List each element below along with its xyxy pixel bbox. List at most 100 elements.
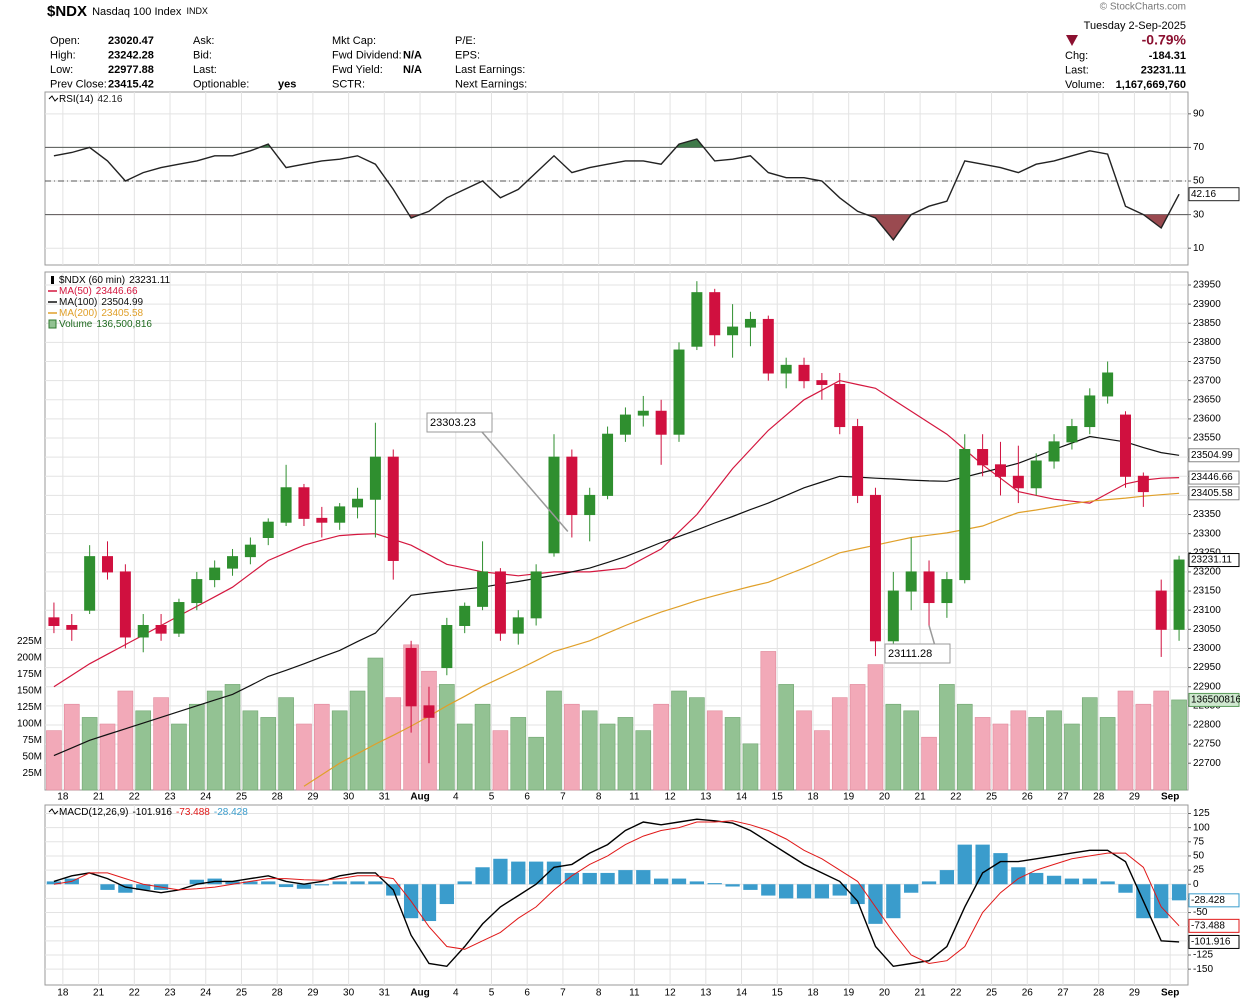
x-tick-label: 27: [1057, 988, 1069, 999]
histogram-bar: [957, 844, 972, 885]
field-label: Last:: [1065, 64, 1089, 76]
y-tick-label: 23250: [1193, 547, 1221, 558]
candle-body: [852, 426, 864, 496]
x-tick-label: 8: [596, 988, 602, 999]
exchange: INDX: [186, 6, 208, 16]
field-label: Prev Close:: [50, 78, 107, 90]
candle-body: [1173, 559, 1185, 630]
volume-tick-label: 175M: [17, 669, 42, 680]
candle-body: [137, 624, 149, 638]
histogram-bar: [1118, 884, 1133, 893]
volume-bar: [171, 723, 187, 791]
x-tick-label: 12: [665, 792, 677, 803]
volume-bar: [635, 730, 652, 791]
candle-body: [227, 556, 239, 569]
legend-value: -28.428: [214, 807, 248, 818]
volume-bar: [689, 697, 705, 791]
legend-value: 23446.66: [96, 286, 138, 297]
candle-body: [905, 571, 917, 592]
x-tick-label: 15: [772, 792, 784, 803]
x-tick-label: 22: [950, 988, 962, 999]
x-tick-label: 28: [272, 792, 284, 803]
field-value: 1,167,669,760: [1116, 79, 1186, 91]
candle-body: [102, 556, 114, 573]
value-tag: 23504.99: [1191, 450, 1233, 461]
field-value: yes: [278, 78, 296, 90]
histogram-bar: [993, 853, 1008, 885]
candle-body: [66, 624, 78, 630]
candle-body: [423, 705, 435, 718]
candle-body: [1030, 460, 1042, 489]
candle-body: [530, 571, 542, 619]
y-tick-label: 23850: [1193, 318, 1221, 329]
y-tick-label: 90: [1193, 108, 1205, 119]
x-tick-label: 25: [986, 792, 998, 803]
x-tick-label: 14: [736, 988, 748, 999]
histogram-bar: [814, 884, 830, 899]
y-tick-label: 23800: [1193, 337, 1221, 348]
legend-value: -73.488: [176, 807, 210, 818]
x-tick-label: 22: [129, 792, 141, 803]
x-tick-label: 13: [700, 988, 712, 999]
legend: MA(200) 23405.58: [59, 308, 144, 319]
histogram-bar: [314, 884, 329, 886]
line: [53, 138, 1180, 241]
x-tick-label: 29: [307, 792, 319, 803]
volume-bar: [1153, 690, 1170, 791]
y-tick-label: 23700: [1193, 375, 1221, 386]
value-tag: 136500816: [1191, 695, 1240, 706]
candle-body: [119, 571, 131, 638]
candle-body: [709, 292, 721, 336]
volume-bar: [474, 703, 491, 791]
value-tag-box: [1188, 187, 1240, 202]
candle-body: [959, 449, 971, 581]
x-tick-label: 11: [629, 988, 640, 999]
histogram-bar: [1029, 872, 1044, 885]
symbol-title: $NDX Nasdaq 100 Index INDX: [47, 3, 208, 20]
volume-bar: [1135, 703, 1152, 791]
candle-body: [1048, 441, 1060, 462]
x-tick-label: 8: [596, 792, 602, 803]
candle-body: [798, 364, 810, 382]
volume-bar: [724, 717, 741, 791]
value-tag-box: [1188, 692, 1240, 707]
candle-body: [673, 349, 685, 435]
line: [53, 818, 1180, 968]
down-arrow: [1066, 35, 1078, 46]
candle-body: [744, 318, 756, 328]
legend-icon: [48, 808, 59, 815]
volume-tick-label: 50M: [23, 752, 42, 763]
field-value: 23242.28: [108, 49, 154, 61]
x-tick-label: 13: [700, 792, 712, 803]
volume-bar: [617, 717, 634, 791]
volume-bar: [367, 657, 384, 791]
candle-body: [441, 624, 453, 669]
y-tick-label: 22950: [1193, 662, 1221, 673]
panel-frame: [44, 804, 1189, 986]
volume-bar: [46, 730, 62, 791]
volume-bar: [706, 710, 723, 791]
legend-value: 23231.11: [129, 275, 170, 286]
field-value: N/A: [403, 64, 422, 76]
legend: MA(100) 23504.99: [59, 297, 144, 308]
candle-body: [512, 617, 524, 634]
value-tag-box: [1188, 893, 1240, 908]
histogram-bar: [100, 884, 115, 890]
field-value: 23415.42: [108, 78, 154, 90]
candle-body: [48, 617, 60, 626]
candle-body: [209, 567, 221, 581]
volume-bar: [885, 703, 902, 791]
x-tick-label: 6: [524, 988, 530, 999]
callout-box: [426, 412, 493, 433]
candle-body: [84, 556, 96, 611]
volume-bar: [1064, 723, 1080, 791]
legend-value: 23405.58: [101, 308, 143, 319]
candle-body: [298, 487, 310, 519]
candle-body: [191, 579, 203, 604]
moving-average: [53, 379, 1180, 688]
candle-body: [762, 318, 774, 374]
x-tick-label: 24: [200, 792, 212, 803]
legend-icon: [48, 95, 59, 102]
candle-body: [977, 449, 989, 466]
x-tick-label: 31: [379, 792, 391, 803]
